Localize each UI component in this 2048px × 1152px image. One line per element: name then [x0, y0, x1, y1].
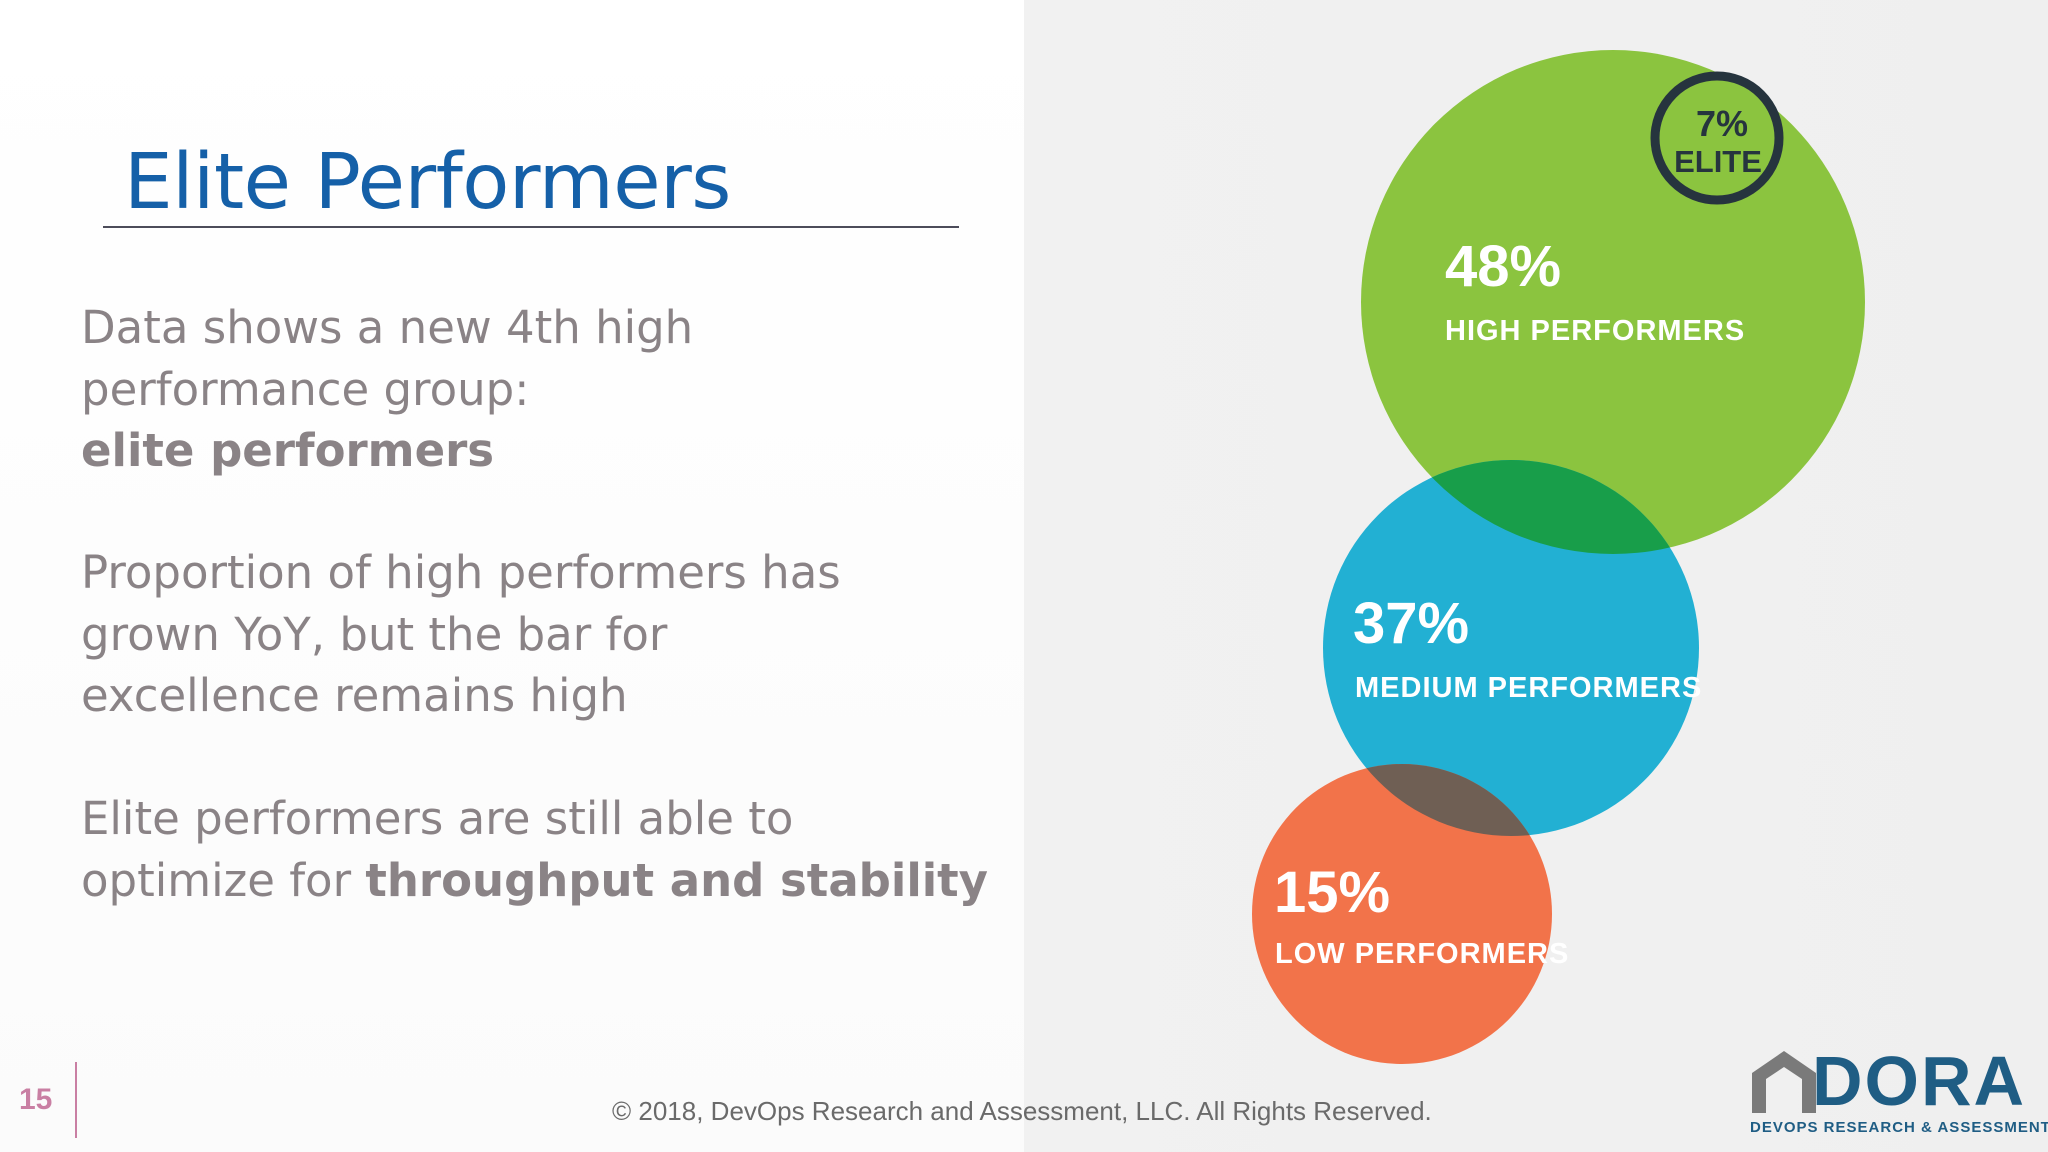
dora-house-icon: [1752, 1051, 1816, 1113]
slide-title: Elite Performers: [124, 138, 731, 227]
paragraph-line-emphasis: throughput and stability: [365, 853, 989, 907]
bubble-medium-performers: [1323, 460, 1699, 836]
elite-value: 7%: [1696, 103, 1748, 144]
paragraph-optimize: Elite performers are still able to optim…: [81, 788, 1021, 911]
bubble-high-performers: [1361, 50, 1865, 554]
page-number-divider: [75, 1062, 77, 1138]
dora-logo: DORA DEVOPS RESEARCH & ASSESSMENT: [1748, 1045, 2048, 1137]
logo-subtitle: DEVOPS RESEARCH & ASSESSMENT: [1750, 1119, 2048, 1136]
left-panel: [0, 0, 1024, 1152]
medium-label: MEDIUM PERFORMERS: [1355, 672, 1702, 704]
page-number: 15: [19, 1083, 53, 1116]
paragraph-line: performance group:: [81, 362, 530, 416]
paragraph-line: optimize for throughput and stability: [81, 850, 1021, 912]
high-label: HIGH PERFORMERS: [1445, 315, 1745, 347]
logo-wordmark: DORA: [1812, 1042, 2027, 1120]
title-underline: [103, 226, 959, 228]
medium-value: 37%: [1353, 591, 1469, 656]
high-value: 48%: [1445, 234, 1561, 299]
copyright-notice: © 2018, DevOps Research and Assessment, …: [612, 1096, 1432, 1126]
paragraph-line: Proportion of high performers has: [81, 546, 841, 599]
paragraph-line-emphasis: elite performers: [81, 424, 495, 477]
paragraph-growth: Proportion of high performers has grown …: [81, 542, 1021, 727]
paragraph-new-group: Data shows a new 4th high performance gr…: [81, 297, 1021, 482]
paragraph-line: excellence remains high: [81, 669, 628, 722]
bubble-elite-ring: [1650, 71, 1784, 205]
paragraph-line: grown YoY, but the bar for: [81, 607, 668, 661]
paragraph-line-prefix: optimize for: [81, 853, 366, 907]
bubble-low-performers: [1252, 764, 1552, 1064]
low-label: LOW PERFORMERS: [1275, 938, 1569, 970]
low-value: 15%: [1274, 860, 1390, 925]
paragraph-line: Elite performers are still able to: [81, 792, 794, 845]
elite-label: ELITE: [1674, 144, 1762, 179]
paragraph-line: Data shows a new 4th high: [81, 301, 694, 354]
